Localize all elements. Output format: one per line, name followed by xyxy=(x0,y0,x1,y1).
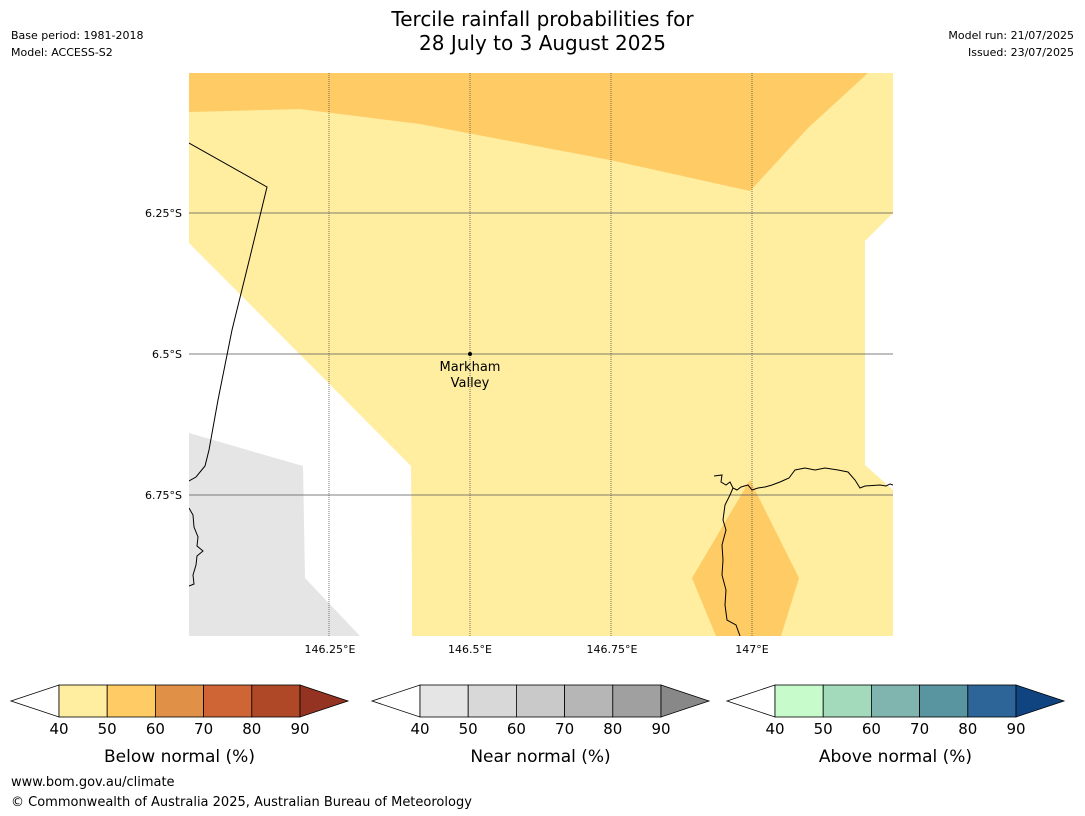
below-normal-extend-low xyxy=(9,684,60,718)
above-normal-extend-low xyxy=(725,684,776,718)
near-normal-tick-label: 90 xyxy=(651,720,670,738)
below-normal-legend-title: Below normal (%) xyxy=(104,747,255,767)
header-left: Base period: 1981-2018 Model: ACCESS-S2 xyxy=(11,27,143,61)
below-normal-segment xyxy=(106,684,156,718)
near-normal-tick-label: 60 xyxy=(507,720,526,738)
above-normal-tick-label: 40 xyxy=(765,720,784,738)
below-normal-tick-label: 90 xyxy=(290,720,309,738)
above-normal-extend-high xyxy=(1015,684,1066,718)
lat-label-6-75: 6.75°S xyxy=(145,489,182,502)
below-normal-tick-label: 40 xyxy=(49,720,68,738)
lon-label-147: 147°E xyxy=(735,643,768,656)
model-name: Model: ACCESS-S2 xyxy=(11,46,113,59)
above-normal-tick-label: 90 xyxy=(1006,720,1025,738)
above-normal-legend-title: Above normal (%) xyxy=(819,747,972,767)
near-normal-segment xyxy=(612,684,662,718)
below-normal-tick-label: 70 xyxy=(194,720,213,738)
coastline-west xyxy=(189,507,204,587)
page-title: Tercile rainfall probabilities for 28 Ju… xyxy=(0,7,1085,55)
lat-label-6-5: 6.5°S xyxy=(152,348,182,361)
title-line-2: 28 July to 3 August 2025 xyxy=(419,31,666,55)
footer-copyright: © Commonwealth of Australia 2025, Austra… xyxy=(11,795,472,810)
near-normal-segment xyxy=(516,684,566,718)
above-normal-tick-label: 80 xyxy=(958,720,977,738)
near-normal-tick-label: 40 xyxy=(410,720,429,738)
near-normal-tick-label: 80 xyxy=(603,720,622,738)
below-normal-segment xyxy=(58,684,108,718)
model-run: Model run: 21/07/2025 xyxy=(948,29,1074,42)
title-line-1: Tercile rainfall probabilities for xyxy=(391,7,694,31)
above-normal-segment xyxy=(822,684,872,718)
above-normal-tick-label: 70 xyxy=(910,720,929,738)
below-normal-50-60-region-north xyxy=(189,73,868,191)
header-right: Model run: 21/07/2025 Issued: 23/07/2025 xyxy=(948,27,1074,61)
base-period: Base period: 1981-2018 xyxy=(11,29,144,42)
below-normal-50-60-region-southeast xyxy=(692,480,799,636)
lat-label-6-25: 6.25°S xyxy=(145,207,182,220)
near-normal-extend-high xyxy=(660,684,711,718)
below-normal-tick-label: 60 xyxy=(146,720,165,738)
lon-label-146-75: 146.75°E xyxy=(587,643,638,656)
near-normal-segment xyxy=(467,684,517,718)
below-normal-segment xyxy=(154,684,204,718)
near-normal-legend-title: Near normal (%) xyxy=(470,747,610,767)
footer-url: www.bom.gov.au/climate xyxy=(11,775,175,790)
markham-valley-marker xyxy=(468,352,472,356)
near-normal-tick-label: 50 xyxy=(459,720,478,738)
lon-label-146-5: 146.5°E xyxy=(448,643,492,656)
river-line xyxy=(721,487,741,636)
legend-above-normal: 40 50 60 70 80 90 Above normal (%) xyxy=(725,684,1066,767)
issued-date: Issued: 23/07/2025 xyxy=(967,46,1074,59)
above-normal-segment xyxy=(967,684,1017,718)
near-normal-extend-low xyxy=(370,684,421,718)
below-normal-tick-label: 80 xyxy=(242,720,261,738)
grid-lines xyxy=(189,73,893,636)
place-label-line-2: Valley xyxy=(451,376,490,391)
above-normal-tick-label: 50 xyxy=(814,720,833,738)
near-normal-40-50-region xyxy=(189,433,360,636)
below-normal-segment xyxy=(251,684,301,718)
below-normal-extend-high xyxy=(299,684,350,718)
above-normal-segment xyxy=(871,684,921,718)
below-normal-tick-label: 50 xyxy=(98,720,117,738)
below-normal-segment xyxy=(203,684,253,718)
coastline-east xyxy=(713,467,893,491)
near-normal-segment xyxy=(564,684,614,718)
above-normal-segment xyxy=(774,684,824,718)
map-area xyxy=(189,73,893,636)
above-normal-segment xyxy=(919,684,969,718)
border-line xyxy=(189,142,268,482)
above-normal-tick-label: 60 xyxy=(862,720,881,738)
legend-below-normal: 40 50 60 70 80 90 Below normal (%) xyxy=(9,684,350,767)
near-normal-segment xyxy=(419,684,469,718)
near-normal-tick-label: 70 xyxy=(555,720,574,738)
lon-label-146-25: 146.25°E xyxy=(305,643,356,656)
legend-near-normal: 40 50 60 70 80 90 Near normal (%) xyxy=(370,684,711,767)
place-label-line-1: Markham xyxy=(440,360,501,375)
